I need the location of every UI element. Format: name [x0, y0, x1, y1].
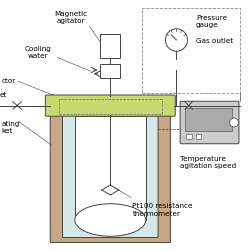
FancyBboxPatch shape: [180, 101, 239, 144]
Bar: [196, 134, 202, 139]
Bar: [100, 34, 120, 58]
Bar: [185, 108, 232, 131]
Text: ating
ket: ating ket: [1, 121, 20, 134]
FancyBboxPatch shape: [62, 112, 158, 238]
Text: Temperature
agitation speed: Temperature agitation speed: [180, 156, 236, 169]
Text: et: et: [0, 92, 8, 98]
Circle shape: [230, 118, 238, 127]
Text: Magnetic
agitator: Magnetic agitator: [54, 11, 88, 24]
Bar: [142, 8, 240, 92]
Text: Gas outlet: Gas outlet: [196, 38, 233, 44]
Text: ctor: ctor: [1, 78, 16, 84]
FancyBboxPatch shape: [50, 110, 170, 242]
Ellipse shape: [75, 204, 146, 236]
Text: Cooling
water: Cooling water: [24, 46, 52, 59]
Bar: [59, 99, 162, 114]
Text: Pressure
gauge: Pressure gauge: [196, 15, 227, 28]
Bar: [100, 64, 120, 78]
Text: Pt100 resistance
thermometer: Pt100 resistance thermometer: [132, 204, 193, 216]
Circle shape: [166, 29, 188, 51]
Bar: [186, 134, 192, 139]
FancyBboxPatch shape: [45, 95, 175, 116]
Bar: [75, 116, 146, 220]
